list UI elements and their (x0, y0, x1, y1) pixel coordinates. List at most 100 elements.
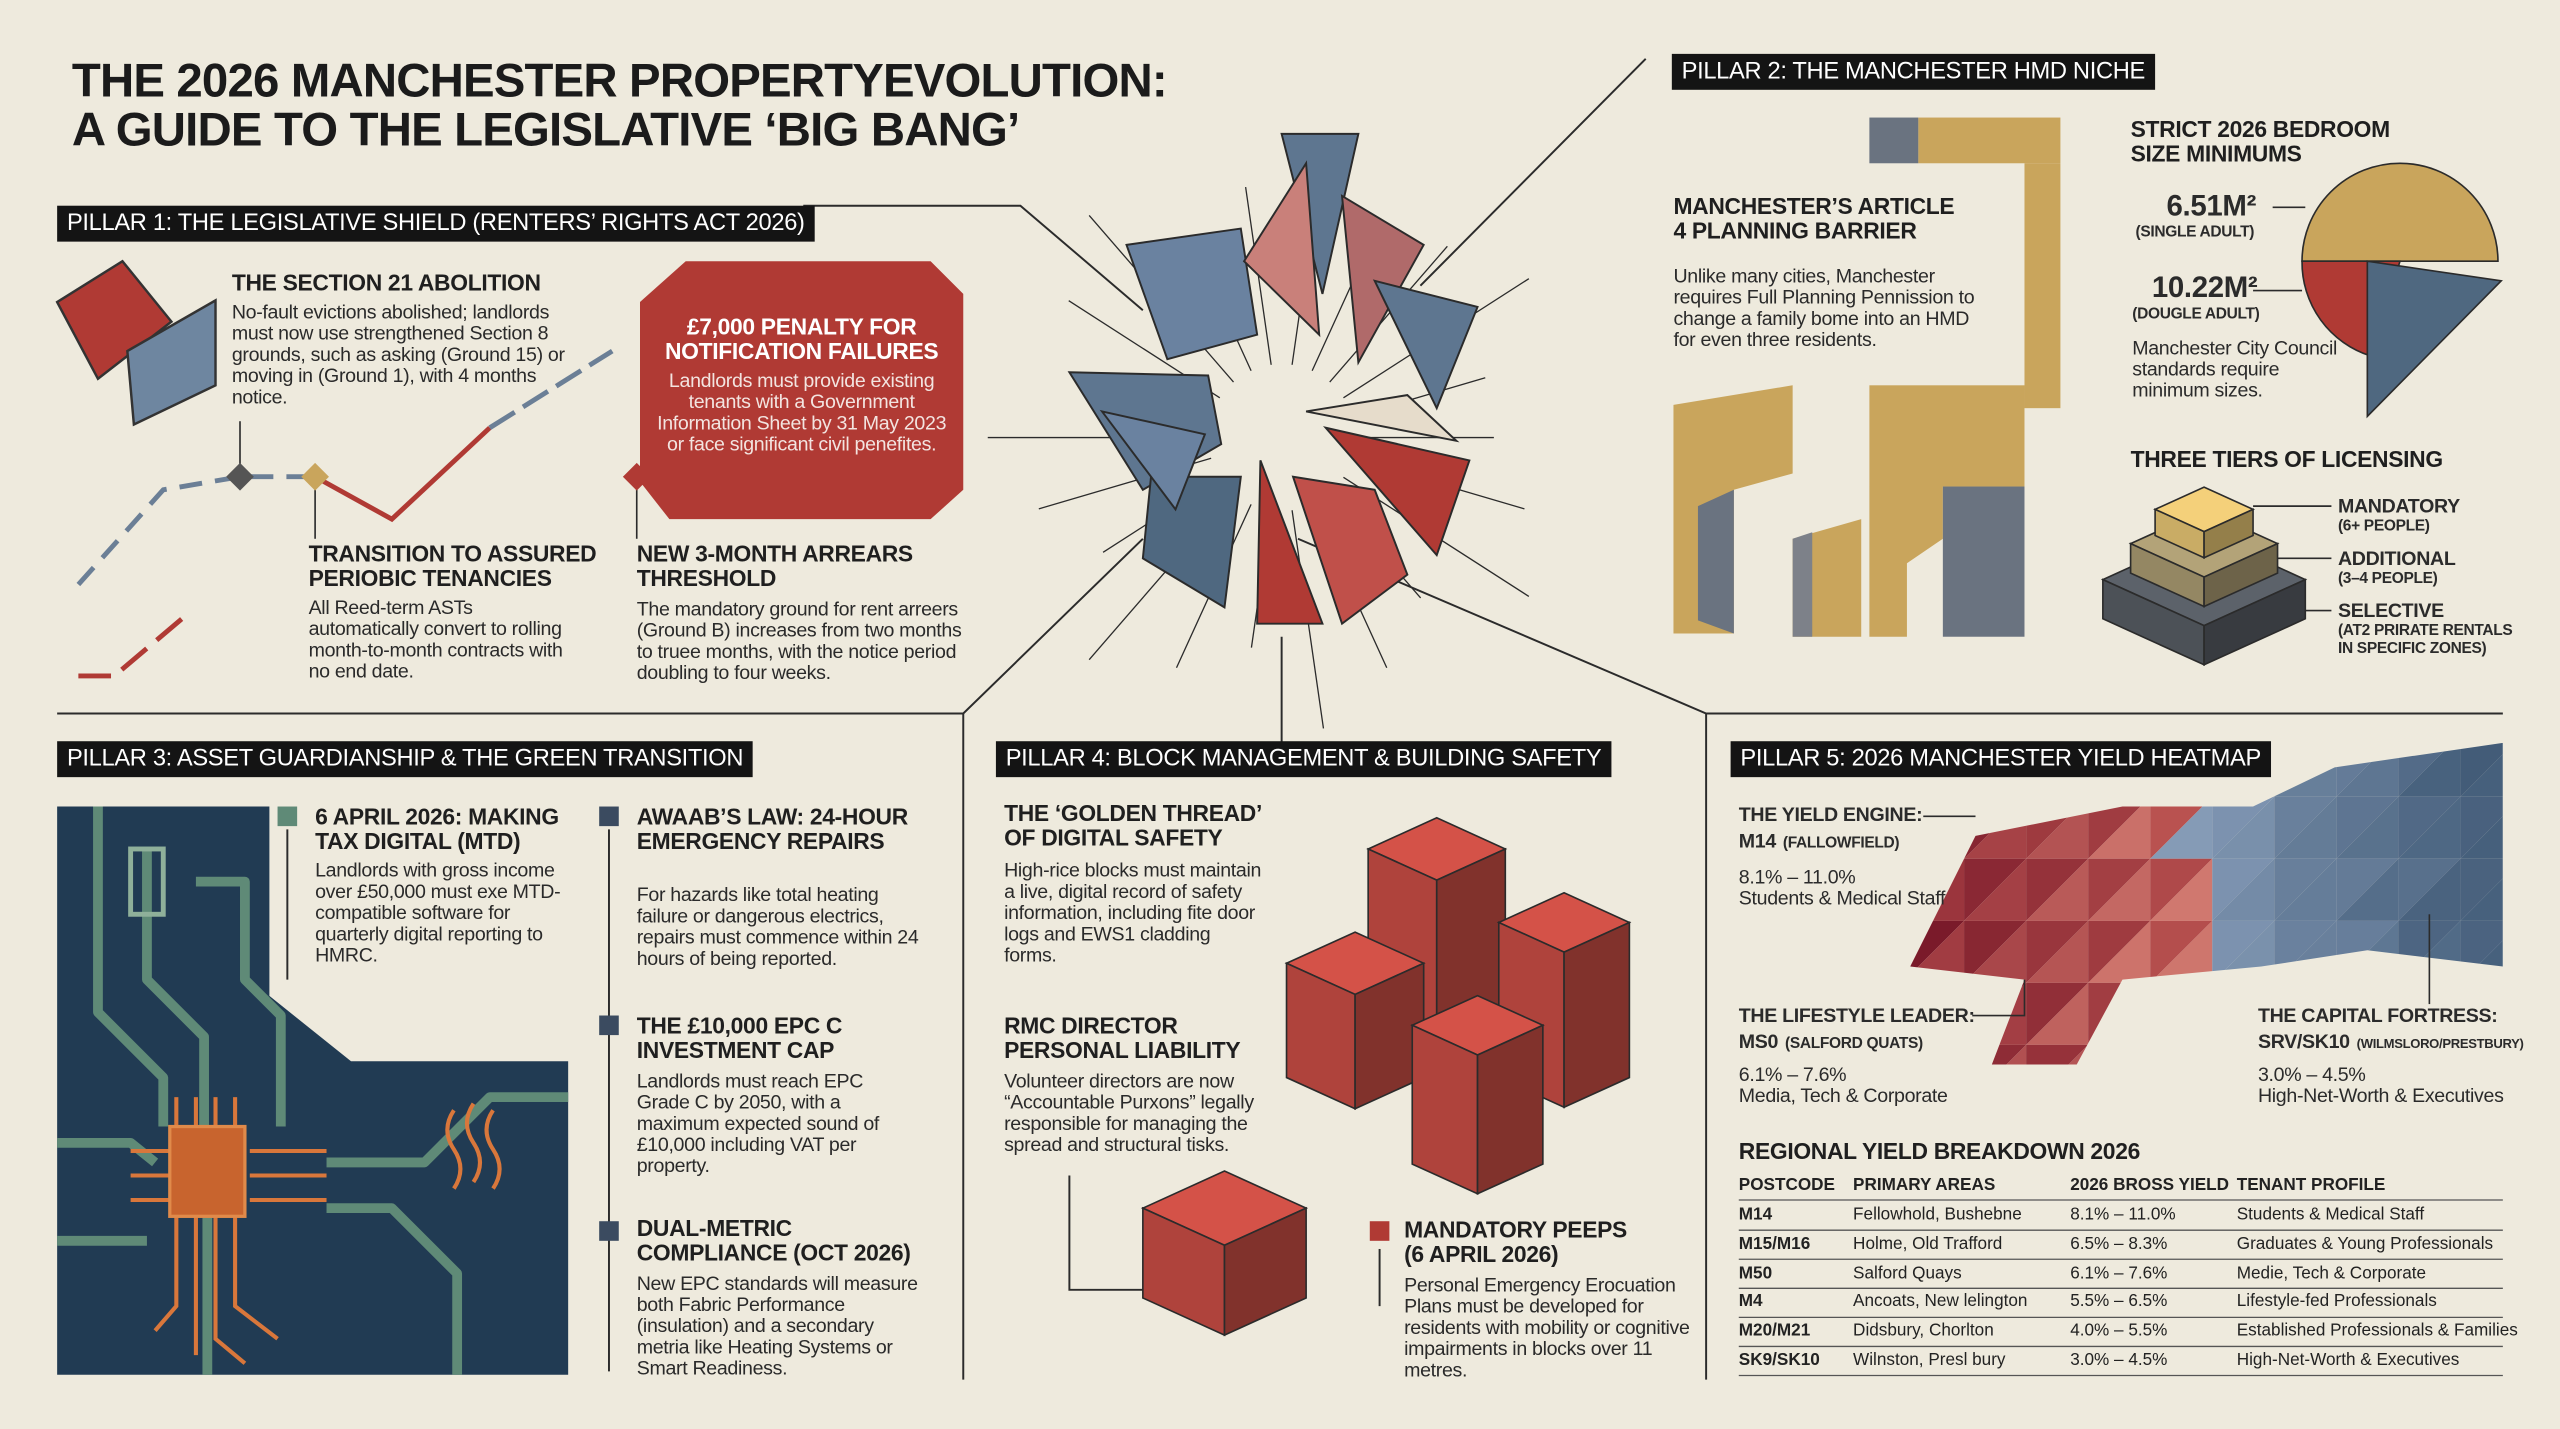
decor-shape (464, 1102, 483, 1184)
table-cell: Graduates & Young Professionals (2236, 1233, 2494, 1254)
decor-shape (2088, 920, 2151, 983)
table-cell: Holme, Old Trafford (1853, 1233, 2003, 1254)
decor-shape (93, 806, 169, 1127)
callout-label: THE YIELD ENGINE: (1738, 803, 1923, 827)
table-cell: 5.5% – 6.5% (2070, 1292, 2168, 1312)
tier-name: MANDATORY (2337, 494, 2460, 518)
heading: NEW 3-MONTH ARREARS THRESHOLD (636, 540, 913, 592)
table-cell: 6.1% – 7.6% (2070, 1263, 2168, 1283)
table-header: M50 (1738, 1263, 1773, 1283)
decor-shape (599, 1221, 619, 1241)
decor-shape (126, 298, 217, 427)
decor-shape (1305, 394, 1460, 443)
decor-shape (1697, 489, 1734, 634)
decor-shape (2100, 486, 2308, 667)
body-text: All Reed-term ASTs automatically convert… (308, 595, 563, 683)
decor-shape (2398, 858, 2461, 921)
callout-label: THE CAPITAL FORTRESS: (2257, 1004, 2498, 1027)
decor-shape (226, 462, 254, 491)
decor-shape (2398, 796, 2461, 859)
decor-shape (2150, 1044, 2213, 1065)
area: (FALLOWFIELD) (1782, 834, 1900, 853)
decor-shape (130, 1097, 502, 1365)
decor-shape (2274, 796, 2337, 859)
callout: THE YIELD ENGINE: M14 (FALLOWFIELD) 8.1%… (1738, 803, 1946, 910)
decor-shape (1964, 920, 2027, 983)
table-cell: 4.0% – 5.5% (2070, 1321, 2168, 1341)
table-header: M15/M16 (1738, 1233, 1811, 1254)
decor-shape (599, 806, 619, 827)
table-cell: 8.1% – 11.0% (2070, 1204, 2176, 1225)
decor-shape (1329, 245, 1448, 383)
decor-shape (57, 806, 569, 1375)
decor-shape (803, 204, 1144, 311)
decor-shape (2336, 742, 2399, 797)
heading: THE ‘GOLDEN THREAD’ OF DIGITAL SAFETY (1004, 799, 1261, 851)
decor-shape (301, 462, 329, 491)
decor-shape (1411, 1024, 1479, 1196)
decor-shape (1141, 475, 1242, 609)
tier-detail: (AT2 PRIRATE RENTALS IN SPECIFIC ZONES) (2337, 622, 2513, 658)
table-cell: Students & Medical Staff (2236, 1204, 2425, 1225)
postcode: M14 (1738, 829, 1776, 853)
decor-shape (1869, 486, 1943, 637)
decor-shape (2203, 542, 2279, 608)
profile: High-Net-Worth & Executives (2257, 1084, 2504, 1107)
decor-shape (78, 612, 190, 679)
decor-shape (195, 876, 286, 1127)
decor-shape (1476, 1024, 1544, 1196)
decor-shape (57, 58, 2503, 1380)
decor-shape (1322, 426, 1471, 558)
size-value: 10.22M² (2151, 271, 2258, 304)
decor-shape (1369, 1221, 1390, 1241)
title-line: A GUIDE TO THE LEGISLATIVE ‘BIG BANG’ (71, 104, 1020, 157)
table-header: TENANT PROFILE (2236, 1175, 2386, 1196)
decor-shape (277, 806, 298, 827)
pillar-header: PILLAR 5: 2026 MANCHESTER YIELD HEATMAP (1730, 741, 2271, 778)
decor-shape (57, 1137, 159, 1167)
size-label: (DOUGLE ADULT) (2132, 305, 2260, 324)
profile: Students & Medical Staff (1738, 886, 1946, 910)
yield-range: 6.1% – 7.6% (1738, 1062, 1847, 1086)
table-header: PRIMARY AREAS (1853, 1175, 1996, 1196)
heading: £7,000 PENALTY FOR NOTIFICATION FAILURES (664, 313, 939, 365)
pillar-header: PILLAR 3: ASSET GUARDIANSHIP & THE GREEN… (57, 741, 753, 778)
decor-shape (1964, 796, 2027, 859)
body-text: No-fault evictions abolished; landlords … (231, 300, 565, 408)
table-cell: 6.5% – 8.3% (2070, 1233, 2168, 1254)
heading: 6 APRIL 2026: MAKING TAX DIGITAL (MTD) (315, 803, 559, 855)
body-text: High-rice blocks must maintain a live, d… (1004, 858, 1262, 967)
decor-shape (1125, 227, 1259, 361)
tier-detail: (3–4 PEOPLE) (2337, 569, 2438, 588)
heading: DUAL-METRIC COMPLIANCE (OCT 2026) (636, 1214, 911, 1266)
heading: THE SECTION 21 ABOLITION (231, 269, 541, 296)
table-header: M20/M21 (1738, 1321, 1811, 1341)
pillar-header: PILLAR 1: THE LEGISLATIVE SHIELD (RENTER… (57, 205, 815, 242)
decor-shape (2026, 858, 2089, 921)
decor-shape (153, 1216, 179, 1332)
decor-shape (1099, 409, 1207, 512)
table-header: SK9/SK10 (1738, 1350, 1820, 1370)
decor-shape (2203, 508, 2254, 560)
decor-shape (1223, 1206, 1307, 1337)
decor-shape (1372, 279, 1479, 411)
table-title: REGIONAL YIELD BREAKDOWN 2026 (1738, 1137, 2141, 1165)
postcode: MS0 (1738, 1030, 1779, 1054)
decor-shape (1942, 486, 2025, 637)
decor-shape (1242, 160, 1321, 338)
table-header: POSTCODE (1738, 1175, 1835, 1196)
decor-shape (1923, 815, 2431, 1017)
decor-shape (2203, 578, 2307, 667)
decor-shape (2088, 1044, 2151, 1065)
heading: THREE TIERS OF LICENSING (2130, 445, 2444, 472)
penalty-box: £7,000 PENALTY FOR NOTIFICATION FAILURES… (653, 313, 950, 455)
decor-shape (639, 261, 964, 520)
body-text: New EPC standards will measure both Fabr… (636, 1271, 918, 1380)
decor-shape (1918, 117, 2061, 164)
decor-shape (76, 474, 316, 587)
table-cell: Medie, Tech & Corporate (2236, 1263, 2427, 1283)
decor-shape (2088, 982, 2151, 1045)
decor-shape (1140, 816, 1632, 1337)
table-cell: Fellowhold, Bushebne (1853, 1204, 2022, 1225)
